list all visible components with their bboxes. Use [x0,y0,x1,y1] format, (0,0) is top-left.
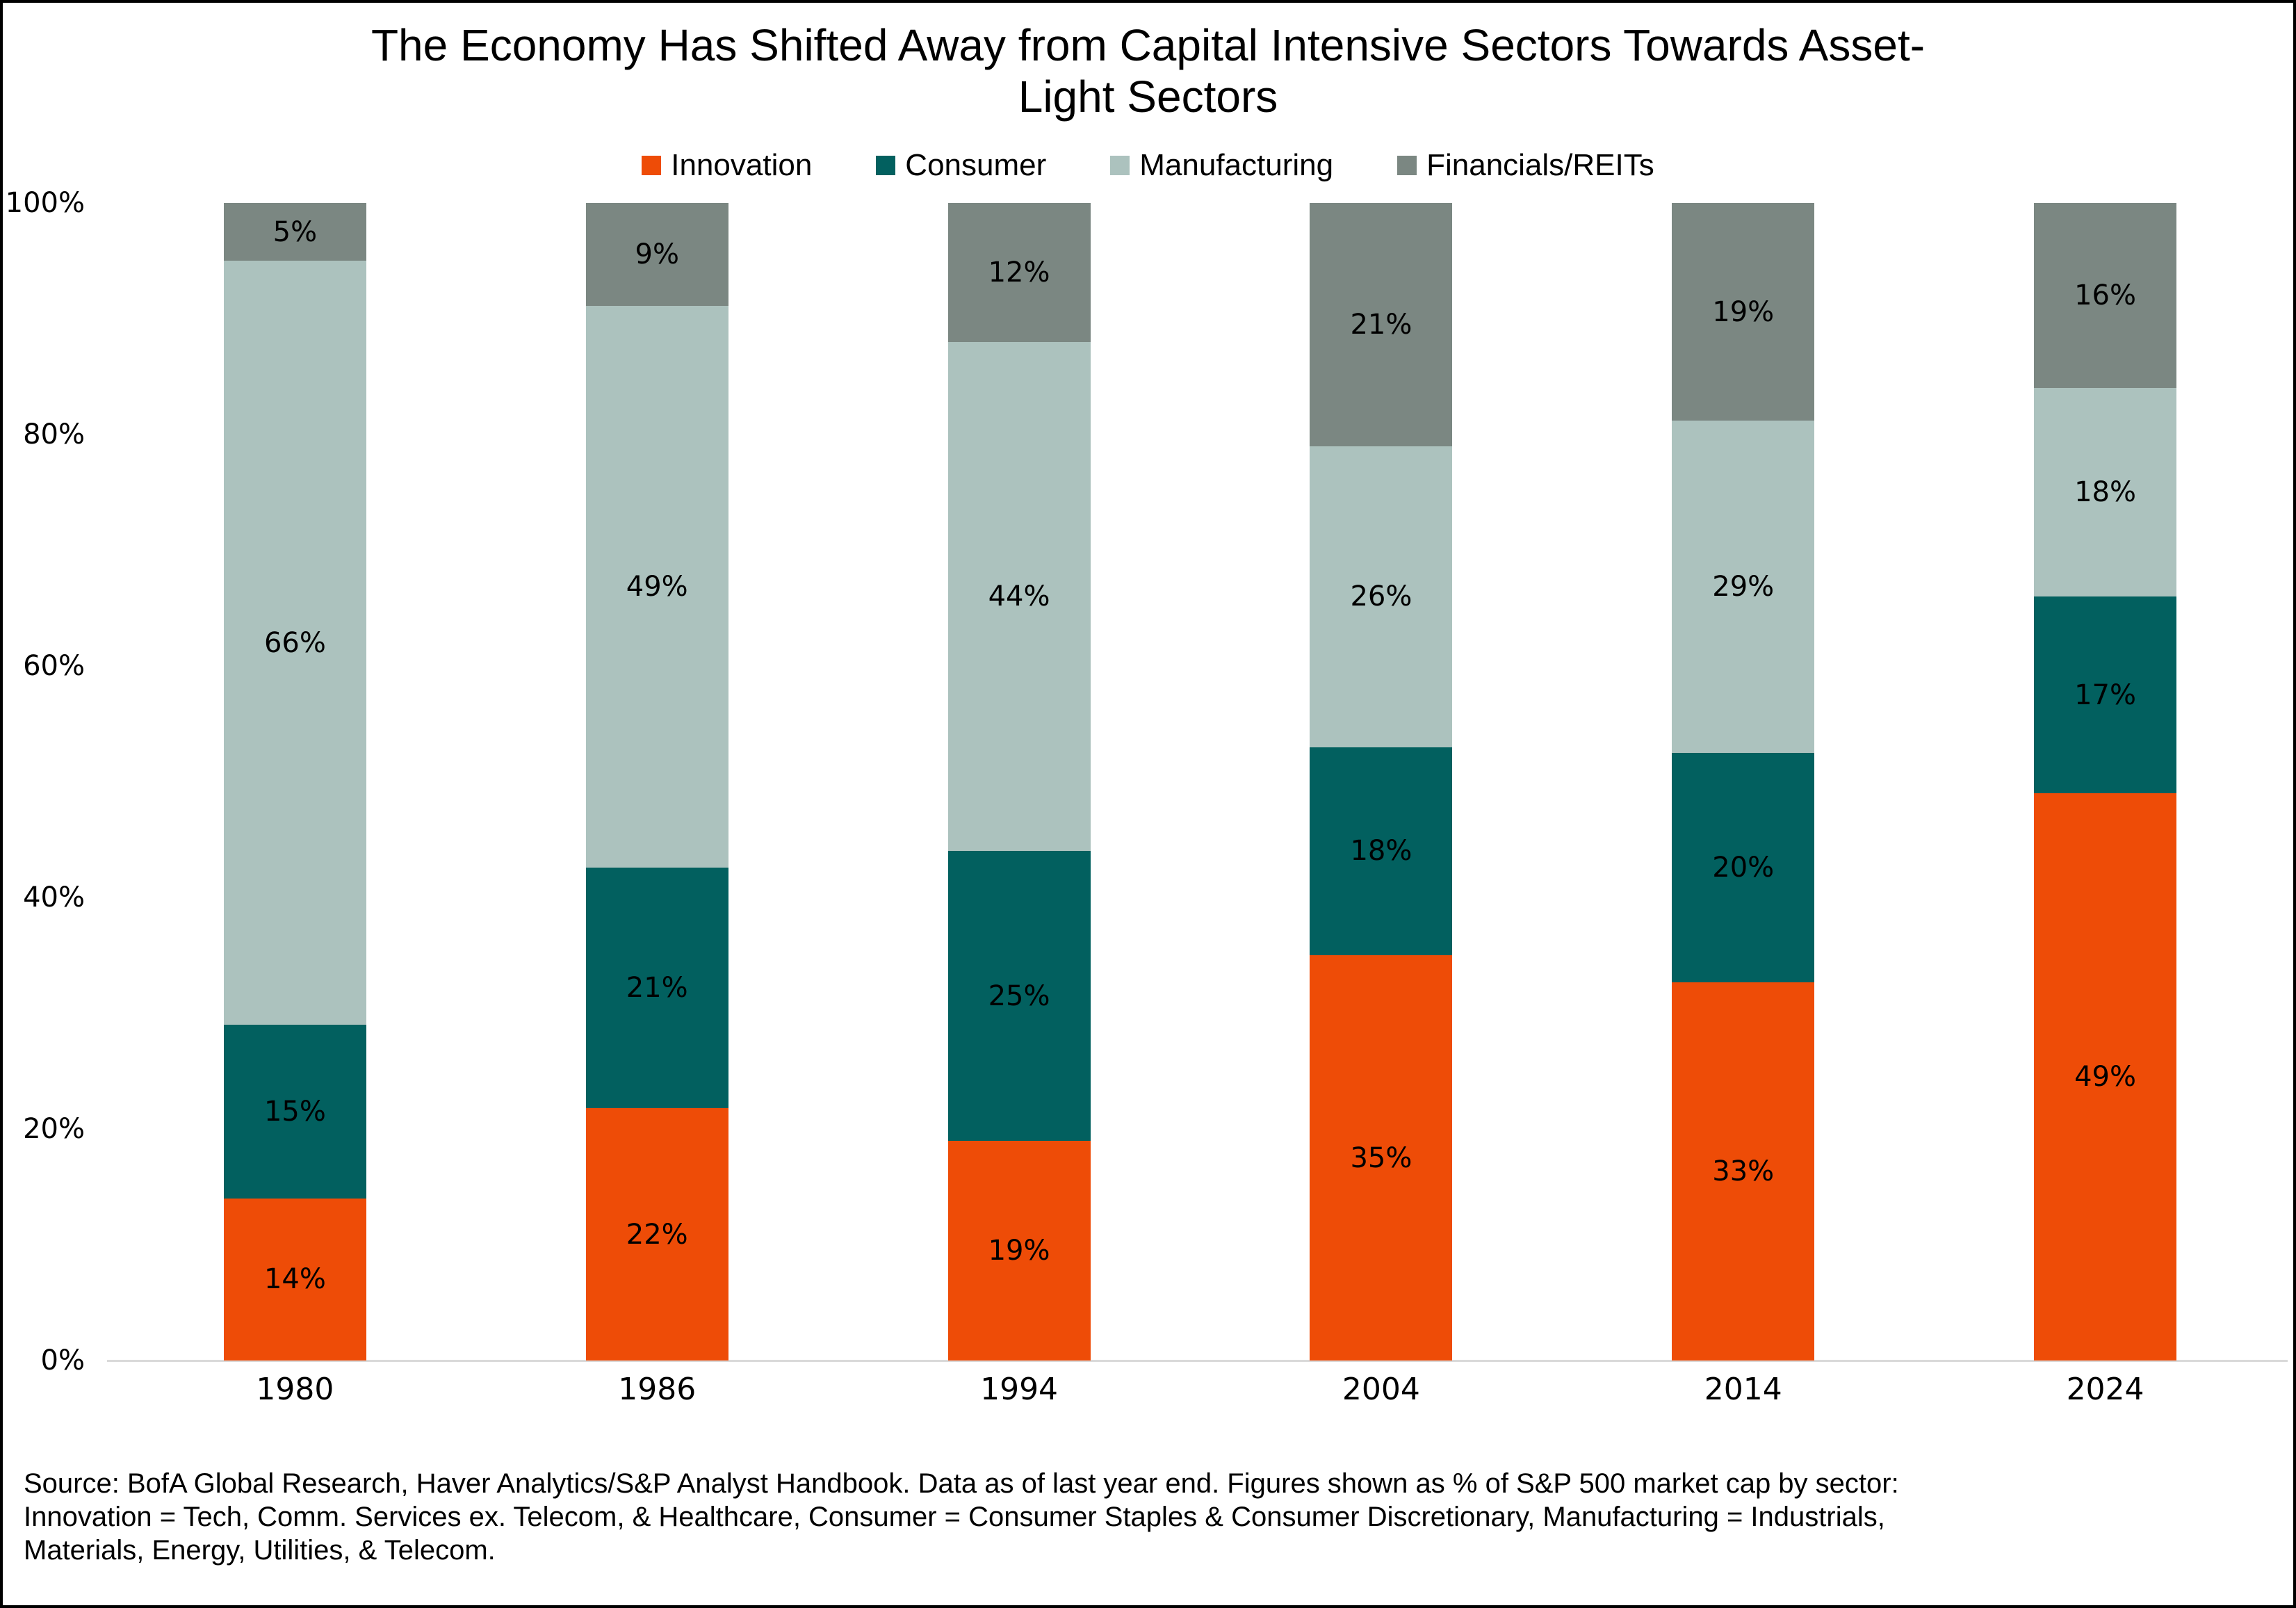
bar-segment-financials-reits: 9% [585,203,728,307]
bar-segment-innovation: 14% [223,1198,366,1361]
legend-label-manufacturing: Manufacturing [1139,148,1334,182]
chart-title-line2: Light Sectors [1018,72,1278,122]
bar-segment-manufacturing: 18% [2034,388,2177,597]
bar-slot-2004: 35% 18% 26% 21% [1200,203,1562,1361]
bar-segment-manufacturing: 44% [947,341,1091,852]
bar-segment-innovation: 35% [1310,955,1453,1361]
x-tick-label: 2014 [1704,1372,1782,1407]
bar-segment-manufacturing: 66% [223,261,366,1025]
chart-title: The Economy Has Shifted Away from Capita… [3,19,2293,122]
bar-segment-consumer: 25% [947,851,1091,1141]
bar-slot-1980: 14% 15% 66% 5% [114,203,476,1361]
bar-segment-innovation: 22% [585,1108,728,1361]
bar-value-label: 9% [635,238,679,271]
bar-value-label: 20% [1712,852,1775,884]
y-tick-label: 0% [40,1345,85,1376]
bar-value-label: 17% [2074,679,2136,711]
bar-value-label: 19% [1712,295,1775,328]
bar-segment-consumer: 15% [223,1025,366,1199]
bar-value-label: 15% [263,1096,326,1128]
legend-swatch-innovation [642,156,662,175]
bar-value-label: 66% [263,626,326,659]
legend-swatch-consumer [876,156,896,175]
y-tick-label: 100% [5,187,85,219]
legend-label-innovation: Innovation [671,148,813,182]
legend-item-consumer: Consumer [876,148,1046,183]
stacked-bar-chart: 0% 20% 40% 60% 80% 100% 14% 15% 66% 5% 22% 21% 49% 9… [3,187,2293,1376]
bar-segment-consumer: 21% [585,868,728,1109]
bar-segment-consumer: 20% [1672,753,1815,982]
source-line-2: Innovation = Tech, Comm. Services ex. Te… [24,1502,1885,1532]
bar-segment-innovation: 33% [1672,982,1815,1361]
x-tick-label: 1986 [618,1372,697,1407]
bar-value-label: 44% [988,580,1050,613]
bars-region: 14% 15% 66% 5% 22% 21% 49% 9% 19% 25% 44% 12% 35% 18%… [114,203,2286,1361]
y-axis: 0% 20% 40% 60% 80% 100% [3,187,107,1376]
bar-slot-2024: 49% 17% 18% 16% [1924,203,2286,1361]
bar-value-label: 21% [626,972,688,1005]
bar-segment-innovation: 19% [947,1140,1091,1361]
bar-segment-financials-reits: 21% [1310,203,1453,446]
source-line-3: Materials, Energy, Utilities, & Telecom. [24,1535,496,1566]
bar-value-label: 19% [988,1234,1050,1267]
bar-value-label: 5% [272,216,318,248]
legend-swatch-manufacturing [1110,156,1130,175]
bar-segment-consumer: 17% [2034,596,2177,794]
source-line-1: Source: BofA Global Research, Haver Anal… [24,1468,1899,1499]
bar-2014: 33% 20% 29% 19% [1672,203,1815,1361]
bar-segment-innovation: 49% [2034,793,2177,1361]
bar-segment-manufacturing: 26% [1310,446,1453,747]
bar-1986: 22% 21% 49% 9% [585,203,728,1361]
legend-item-manufacturing: Manufacturing [1110,148,1333,183]
bar-segment-financials-reits: 19% [1672,203,1815,421]
legend-label-financials-reits: Financials/REITs [1426,148,1654,182]
x-tick-label: 2024 [2066,1372,2144,1407]
chart-title-line1: The Economy Has Shifted Away from Capita… [371,20,1925,70]
x-tick-label: 1980 [256,1372,334,1407]
bar-value-label: 25% [988,980,1050,1012]
bar-2024: 49% 17% 18% 16% [2034,203,2177,1361]
bar-value-label: 18% [2074,476,2136,509]
legend-label-consumer: Consumer [905,148,1047,182]
bar-value-label: 33% [1712,1155,1775,1187]
bar-value-label: 14% [263,1263,326,1296]
y-tick-label: 40% [23,882,85,913]
legend-item-innovation: Innovation [642,148,812,183]
x-axis-line [107,1360,2288,1362]
bar-segment-manufacturing: 29% [1672,421,1815,754]
bar-slot-1986: 22% 21% 49% 9% [476,203,838,1361]
bar-segment-consumer: 18% [1310,747,1453,956]
y-tick-label: 20% [23,1113,85,1145]
legend: Innovation Consumer Manufacturing Financial… [3,147,2293,184]
bar-1980: 14% 15% 66% 5% [223,203,366,1361]
bar-value-label: 49% [626,571,688,603]
bar-value-label: 12% [988,256,1050,289]
x-tick-label: 1994 [980,1372,1059,1407]
bar-value-label: 29% [1712,571,1775,603]
bar-slot-1994: 19% 25% 44% 12% [838,203,1200,1361]
bar-value-label: 26% [1350,580,1412,613]
bar-value-label: 16% [2074,279,2136,312]
x-axis: 1980 1986 1994 2004 2014 2024 [114,1372,2286,1407]
bar-value-label: 22% [626,1218,688,1251]
legend-item-financials-reits: Financials/REITs [1397,148,1654,183]
bar-2004: 35% 18% 26% 21% [1310,203,1453,1361]
bar-value-label: 49% [2074,1061,2136,1094]
bar-value-label: 35% [1350,1142,1412,1174]
bar-segment-financials-reits: 5% [223,203,366,261]
legend-swatch-financials-reits [1397,156,1417,175]
bar-slot-2014: 33% 20% 29% 19% [1562,203,1924,1361]
y-tick-label: 80% [23,419,85,450]
bar-value-label: 21% [1350,308,1412,341]
source-note: Source: BofA Global Research, Haver Anal… [24,1467,2279,1567]
bar-value-label: 18% [1350,835,1412,868]
bar-segment-financials-reits: 16% [2034,203,2177,389]
bar-segment-financials-reits: 12% [947,203,1091,342]
bar-segment-manufacturing: 49% [585,306,728,868]
y-tick-label: 60% [23,650,85,682]
bar-1994: 19% 25% 44% 12% [947,203,1091,1361]
x-tick-label: 2004 [1342,1372,1420,1407]
